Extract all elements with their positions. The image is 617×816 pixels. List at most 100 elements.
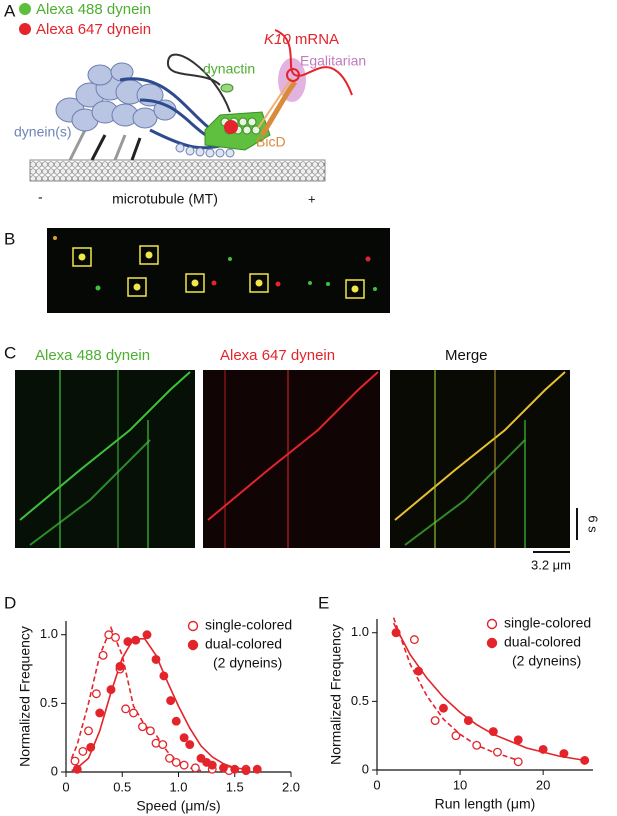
legend-label: single-colored <box>504 615 591 631</box>
legend-note: (2 dyneins) <box>213 655 282 671</box>
tirf-image <box>47 228 390 313</box>
panel-label: B <box>4 229 15 248</box>
data-point <box>142 630 152 640</box>
mrna-label: K10 mRNA <box>264 31 339 48</box>
data-point <box>559 749 569 758</box>
legend-text: Alexa 647 dynein <box>36 21 151 38</box>
microtubule <box>29 159 326 182</box>
data-point <box>121 704 131 714</box>
y-tick-label: 0 <box>362 761 369 776</box>
dynein-stalks <box>68 129 142 161</box>
data-point <box>391 628 401 638</box>
data-point <box>207 760 217 770</box>
data-point <box>179 733 189 743</box>
legend-text: Alexa 488 dynein <box>36 1 151 18</box>
data-point <box>159 671 169 681</box>
data-point <box>145 726 155 736</box>
data-point <box>430 716 440 726</box>
y-tick-label: 1.0 <box>40 626 58 641</box>
red-dye <box>224 120 238 134</box>
legend-dot <box>19 23 31 35</box>
kymo-tracks <box>19 370 566 548</box>
data-point <box>171 716 181 726</box>
egalitarian-label: Egalitarian <box>300 53 366 69</box>
x-tick-label: 0.5 <box>113 779 131 794</box>
data-point <box>151 654 161 664</box>
y-tick-label: 1.0 <box>351 624 369 639</box>
kymograph <box>15 370 195 548</box>
data-point <box>91 689 101 699</box>
legend-marker <box>187 620 199 632</box>
data-point <box>252 764 262 774</box>
dynactin-end <box>220 83 234 93</box>
kymograph <box>390 370 570 548</box>
minus-end: - <box>38 189 43 205</box>
panel-label: D <box>4 593 16 612</box>
data-point <box>190 763 200 773</box>
legend-label: dual-colored <box>504 634 581 650</box>
data-point <box>513 735 523 745</box>
data-point <box>538 744 548 754</box>
x-tick-label: 1.5 <box>226 779 244 794</box>
data-point <box>98 650 108 660</box>
x-tick-label: 0 <box>62 779 69 794</box>
data-point <box>185 740 195 749</box>
legend-marker <box>486 637 498 649</box>
data-point <box>72 764 82 774</box>
kymo-title: Merge <box>445 347 488 364</box>
data-point <box>171 757 181 767</box>
dynactin-filament <box>220 117 261 135</box>
data-point <box>451 731 461 741</box>
dynein-heads <box>55 62 177 132</box>
kymo-title: Alexa 647 dynein <box>220 347 335 364</box>
tail-beads <box>175 143 235 158</box>
data-point <box>513 757 523 767</box>
boxes <box>72 245 365 299</box>
mrna-loop <box>286 68 300 82</box>
panel-b <box>47 228 390 313</box>
data-point <box>472 740 482 750</box>
spots <box>53 236 377 293</box>
x-tick-label: 1.0 <box>169 779 187 794</box>
plus-end: + <box>308 191 316 206</box>
data-point <box>129 708 138 718</box>
data-point <box>106 685 116 695</box>
legend-marker <box>486 618 498 630</box>
data-point <box>123 637 133 647</box>
data-point <box>166 696 176 706</box>
data-point <box>78 746 88 756</box>
data-point <box>580 755 590 765</box>
bicd <box>259 80 297 137</box>
data-point <box>409 635 419 645</box>
legend-label: dual-colored <box>205 636 282 652</box>
x-tick-label: 0 <box>373 777 380 792</box>
data-point <box>95 708 105 718</box>
mrna <box>274 29 353 96</box>
data-point <box>414 666 423 676</box>
data-point <box>131 635 141 645</box>
data-point <box>158 740 168 749</box>
y-tick-label: 0.5 <box>351 693 369 708</box>
dynactin-label: dynactin <box>203 61 255 77</box>
data-point <box>86 742 96 752</box>
data-point <box>241 766 251 776</box>
x-tick-label: 10 <box>453 777 467 792</box>
y-tick-label: 0.5 <box>40 695 58 710</box>
panel-label: E <box>318 593 329 612</box>
data-point <box>463 716 473 726</box>
mrna-word: mRNA <box>295 31 339 48</box>
data-point <box>230 764 240 774</box>
x-tick-label: 20 <box>536 777 550 792</box>
y-tick-label: 0 <box>51 763 58 778</box>
data-point <box>219 763 228 773</box>
dynein-label: dynein(s) <box>14 124 72 140</box>
data-point <box>138 722 147 732</box>
time-scale: 6 s <box>586 515 601 533</box>
kymograph <box>203 370 380 548</box>
data-point <box>179 760 189 770</box>
data-point <box>165 753 174 763</box>
bicd <box>257 77 293 129</box>
panel-a: Alexa 488 dynein Alexa 647 dynein - micr… <box>14 1 366 207</box>
data-point <box>115 661 125 671</box>
